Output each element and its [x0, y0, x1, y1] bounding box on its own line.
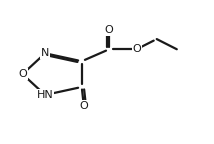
- Text: N: N: [41, 48, 49, 58]
- Text: O: O: [105, 25, 114, 35]
- Text: HN: HN: [37, 90, 54, 100]
- Text: O: O: [18, 69, 27, 79]
- Text: O: O: [79, 101, 88, 111]
- Text: O: O: [132, 44, 141, 54]
